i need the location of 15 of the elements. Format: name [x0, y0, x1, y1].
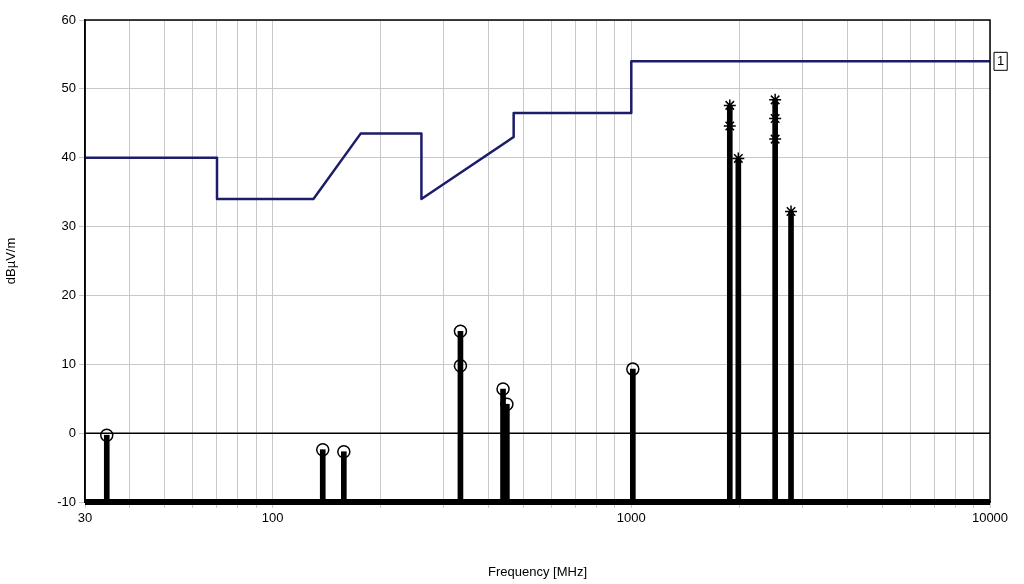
x-axis-title: Frequency [MHz] [488, 563, 587, 579]
x-tick-label: 100 [261, 510, 284, 526]
x-tick-label: 1000 [616, 510, 646, 526]
y-tick-label: 20 [61, 287, 76, 303]
y-tick-label: 10 [61, 355, 76, 371]
y-axis-title: dBµV/m [3, 237, 19, 285]
y-tick-label: 0 [68, 424, 76, 440]
y-tick-label: 50 [61, 80, 76, 96]
annotation: 1 [997, 52, 1005, 68]
x-tick-label: 30 [77, 510, 93, 526]
y-tick-label: 60 [61, 11, 76, 27]
y-tick-label: -10 [57, 493, 76, 509]
x-tick-label: 10000 [971, 510, 1009, 526]
y-tick-label: 30 [61, 218, 76, 234]
y-tick-label: 40 [61, 149, 76, 165]
